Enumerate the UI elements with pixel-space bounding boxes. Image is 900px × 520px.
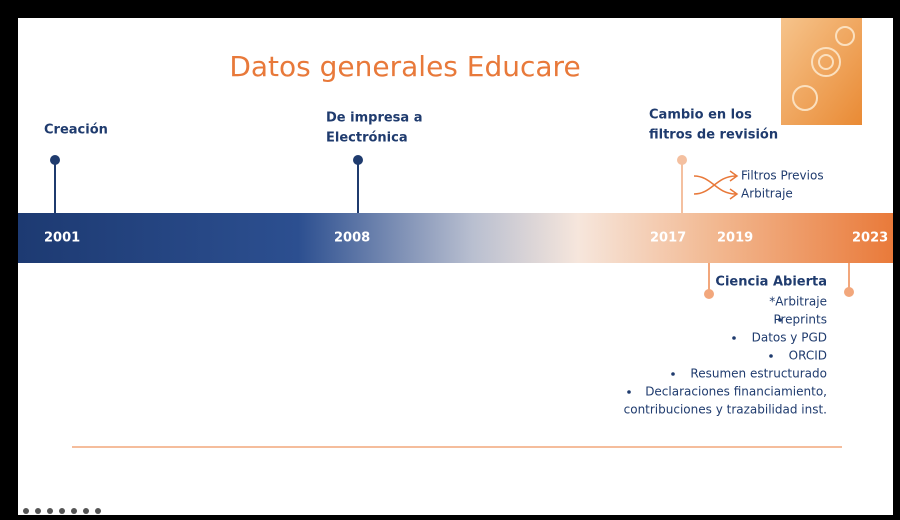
screen: Datos generales Educare Creación De impr… bbox=[0, 0, 900, 520]
slide bbox=[18, 18, 893, 515]
branch-label: Arbitraje bbox=[741, 187, 793, 201]
branch-label: Filtros Previos bbox=[741, 169, 824, 183]
event-label: De impresa a bbox=[326, 111, 422, 126]
year: 2023 bbox=[852, 231, 888, 246]
event-label: Electrónica bbox=[326, 131, 408, 146]
slide-title: Datos generales Educare bbox=[229, 50, 580, 83]
event-label: Cambio en los bbox=[649, 108, 752, 123]
event-label: filtros de revisión bbox=[649, 128, 778, 143]
section-title: Ciencia Abierta bbox=[715, 275, 827, 290]
list-item: ORCID bbox=[789, 349, 827, 363]
year: 2008 bbox=[334, 231, 370, 246]
list-item: Resumen estructurado bbox=[690, 367, 827, 381]
year: 2001 bbox=[44, 231, 80, 246]
decor-image bbox=[781, 18, 862, 125]
timeline-band bbox=[18, 213, 893, 263]
year: 2017 bbox=[650, 231, 686, 246]
list-item: Declaraciones financiamiento, bbox=[645, 385, 827, 399]
year: 2019 bbox=[717, 231, 753, 246]
list-item: Datos y PGD bbox=[752, 331, 827, 345]
event-label: Creación bbox=[44, 123, 108, 138]
list-item: *Arbitraje bbox=[769, 295, 827, 309]
list-item: contribuciones y trazabilidad inst. bbox=[624, 403, 827, 417]
